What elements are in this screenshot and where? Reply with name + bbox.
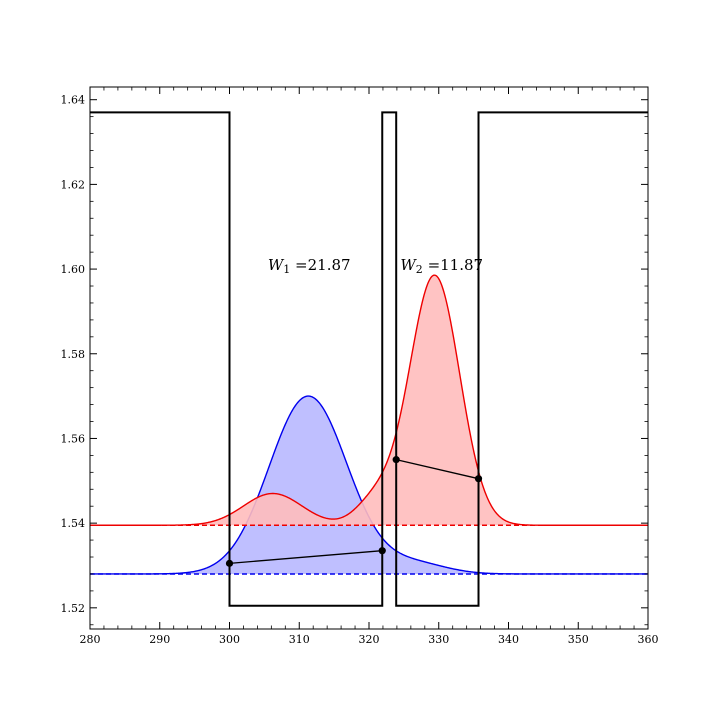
x-tick-label: 360 [638, 633, 659, 646]
y-tick-label: 1.64 [61, 94, 86, 107]
x-tick-label: 290 [149, 633, 170, 646]
x-tick-label: 310 [289, 633, 310, 646]
x-tick-label: 330 [428, 633, 449, 646]
y-tick-label: 1.56 [61, 432, 86, 445]
x-tick-label: 340 [498, 633, 519, 646]
blue-mode-fill [90, 396, 648, 574]
red-mode-fill [90, 275, 648, 526]
y-tick-label: 1.54 [61, 517, 86, 530]
x-tick-label: 300 [219, 633, 240, 646]
red-chord-line [396, 458, 479, 480]
x-tick-label: 320 [359, 633, 380, 646]
width-annotation-1: W1 =21.87 [268, 256, 351, 276]
x-tick-label: 350 [568, 633, 589, 646]
red-chord-point [474, 475, 483, 483]
index-profile-line [90, 111, 648, 607]
blue-chord-point [225, 559, 234, 567]
y-tick-label: 1.60 [61, 263, 86, 276]
blue-chord-point [378, 547, 386, 555]
width-annotation-2: W2 =11.87 [400, 256, 483, 276]
plot-content [90, 111, 648, 607]
y-tick-label: 1.58 [61, 348, 86, 361]
y-tick-label: 1.62 [61, 178, 86, 191]
x-tick-label: 280 [80, 633, 101, 646]
red-chord-point [392, 456, 400, 464]
y-tick-label: 1.52 [61, 602, 86, 615]
red-mode-curve [90, 274, 648, 526]
plot-area: W1 =21.87 W2 =11.87 280 290 300 310 320 330 340 3… [61, 86, 659, 646]
blue-chord-line [229, 550, 383, 565]
